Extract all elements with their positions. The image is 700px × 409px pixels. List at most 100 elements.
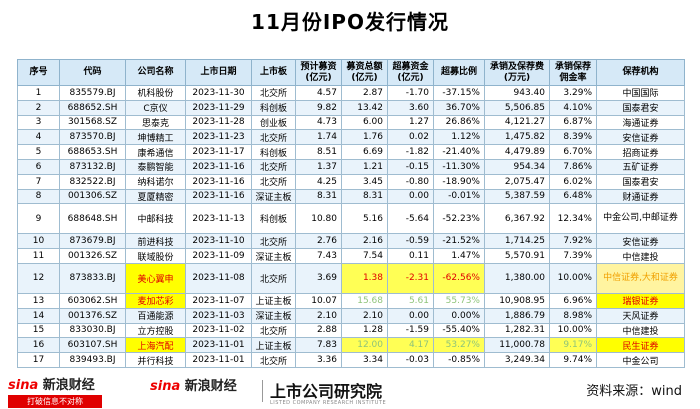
cell-board: 北交所 xyxy=(251,129,296,146)
cell-fee: 954.34 xyxy=(484,158,550,175)
cell-raised: 8.31 xyxy=(341,188,388,205)
cell-date: 2023-11-16 xyxy=(185,158,252,175)
cell-excess: 3.60 xyxy=(387,99,434,116)
table-row: 5 688653.SH 康希通信 2023-11-17 科创板 8.51 6.6… xyxy=(17,144,685,160)
cell-company: 百通能源 xyxy=(125,307,186,324)
cell-excess-ratio: 55.73% xyxy=(433,292,485,309)
cell-seq: 5 xyxy=(17,144,60,160)
cell-code: 001326.SZ xyxy=(59,248,126,264)
cell-expected: 7.83 xyxy=(295,337,342,354)
cell-company: C京仪 xyxy=(125,99,186,116)
header-cell: 预计募资(亿元) xyxy=(295,59,342,86)
cell-fee: 4,121.27 xyxy=(484,114,550,131)
cell-sponsor: 中信建投 xyxy=(596,248,685,264)
cell-sponsor: 五矿证券 xyxy=(596,158,685,175)
cell-expected: 10.80 xyxy=(295,203,342,235)
table-row: 9 688648.SH 中邮科技 2023-11-13 科创板 10.80 5.… xyxy=(17,203,685,235)
cell-excess: 0.00 xyxy=(387,188,434,205)
cell-date: 2023-11-17 xyxy=(185,144,252,160)
cell-excess-ratio: 26.86% xyxy=(433,114,485,131)
cell-fee: 6,367.92 xyxy=(484,203,550,235)
cell-code: 873570.BJ xyxy=(59,129,126,146)
cell-fee: 1,886.79 xyxy=(484,307,550,324)
cell-expected: 1.74 xyxy=(295,129,342,146)
cell-company: 思泰克 xyxy=(125,114,186,131)
cell-date: 2023-11-16 xyxy=(185,173,252,190)
cell-seq: 2 xyxy=(17,99,60,116)
sina-logo-name: 新浪财经 xyxy=(42,378,95,393)
cell-fee-rate: 6.87% xyxy=(549,114,597,131)
header-cell: 承销及保荐费(万元) xyxy=(484,59,550,86)
cell-excess-ratio: -0.85% xyxy=(433,352,485,368)
header-cell: 超募比例 xyxy=(433,59,485,86)
table-row: 13 603062.SH 麦加芯彩 2023-11-07 上证主板 10.07 … xyxy=(17,292,685,309)
cell-expected: 3.69 xyxy=(295,262,342,294)
cell-expected: 8.51 xyxy=(295,144,342,160)
table-row: 17 839493.BJ 并行科技 2023-11-01 北交所 3.36 3.… xyxy=(17,352,685,368)
cell-sponsor: 招商证券 xyxy=(596,144,685,160)
cell-seq: 16 xyxy=(17,337,60,354)
cell-company: 麦加芯彩 xyxy=(125,292,186,309)
cell-fee-rate: 7.39% xyxy=(549,248,597,264)
cell-expected: 2.76 xyxy=(295,233,342,250)
table-row: 3 301568.SZ 思泰克 2023-11-28 创业板 4.73 6.00… xyxy=(17,114,685,131)
cell-fee: 5,506.85 xyxy=(484,99,550,116)
header-cell: 募资总额(亿元) xyxy=(341,59,388,86)
ipo-table-container: 序号 代码 公司名称 上市日期 上市板 预计募资(亿元) 募资总额(亿元) 超募… xyxy=(17,59,685,368)
cell-company: 中邮科技 xyxy=(125,203,186,235)
cell-code: 603062.SH xyxy=(59,292,126,309)
table-row: 2 688652.SH C京仪 2023-11-29 科创板 9.82 13.4… xyxy=(17,99,685,116)
cell-fee-rate: 6.70% xyxy=(549,144,597,160)
cell-expected: 7.43 xyxy=(295,248,342,264)
cell-raised: 15.68 xyxy=(341,292,388,309)
cell-company: 纳科诺尔 xyxy=(125,173,186,190)
cell-fee: 5,570.91 xyxy=(484,248,550,264)
cell-excess-ratio: -21.40% xyxy=(433,144,485,160)
cell-excess: -0.80 xyxy=(387,173,434,190)
cell-sponsor: 财通证券 xyxy=(596,188,685,205)
cell-date: 2023-11-29 xyxy=(185,99,252,116)
table-row: 15 833030.BJ 立方控股 2023-11-02 北交所 2.88 1.… xyxy=(17,322,685,339)
header-cell: 上市日期 xyxy=(185,59,252,86)
table-row: 4 873570.BJ 坤博精工 2023-11-23 北交所 1.74 1.7… xyxy=(17,129,685,146)
cell-fee: 943.40 xyxy=(484,85,550,101)
cell-excess: -1.59 xyxy=(387,322,434,339)
cell-raised: 2.10 xyxy=(341,307,388,324)
cell-code: 833030.BJ xyxy=(59,322,126,339)
cell-excess-ratio: 0.00% xyxy=(433,307,485,324)
cell-date: 2023-11-02 xyxy=(185,322,252,339)
cell-excess: 5.61 xyxy=(387,292,434,309)
cell-raised: 6.69 xyxy=(341,144,388,160)
cell-seq: 8 xyxy=(17,188,60,205)
cell-raised: 2.16 xyxy=(341,233,388,250)
cell-excess-ratio: -37.15% xyxy=(433,85,485,101)
cell-seq: 7 xyxy=(17,173,60,190)
cell-fee-rate: 6.96% xyxy=(549,292,597,309)
table-row: 16 603107.SH 上海汽配 2023-11-01 上证主板 7.83 1… xyxy=(17,337,685,354)
cell-fee: 1,475.82 xyxy=(484,129,550,146)
header-cell: 超募资金(亿元) xyxy=(387,59,434,86)
data-source: 资料来源：wind xyxy=(586,384,682,399)
cell-expected: 4.57 xyxy=(295,85,342,101)
cell-board: 北交所 xyxy=(251,158,296,175)
table-row: 6 873132.BJ 泰鹏智能 2023-11-16 北交所 1.37 1.2… xyxy=(17,158,685,175)
cell-expected: 4.73 xyxy=(295,114,342,131)
cell-code: 603107.SH xyxy=(59,337,126,354)
cell-board: 创业板 xyxy=(251,114,296,131)
cell-excess: 4.17 xyxy=(387,337,434,354)
cell-raised: 1.76 xyxy=(341,129,388,146)
cell-date: 2023-11-07 xyxy=(185,292,252,309)
header-cell: 公司名称 xyxy=(125,59,186,86)
cell-expected: 9.82 xyxy=(295,99,342,116)
cell-code: 873132.BJ xyxy=(59,158,126,175)
cell-expected: 8.31 xyxy=(295,188,342,205)
header-cell: 保荐机构 xyxy=(596,59,685,86)
cell-sponsor: 中信建投 xyxy=(596,322,685,339)
cell-excess-ratio: -11.30% xyxy=(433,158,485,175)
cell-date: 2023-11-01 xyxy=(185,352,252,368)
cell-seq: 13 xyxy=(17,292,60,309)
cell-excess: 0.02 xyxy=(387,129,434,146)
cell-code: 873833.BJ xyxy=(59,262,126,294)
cell-fee: 1,714.25 xyxy=(484,233,550,250)
cell-fee-rate: 7.92% xyxy=(549,233,597,250)
